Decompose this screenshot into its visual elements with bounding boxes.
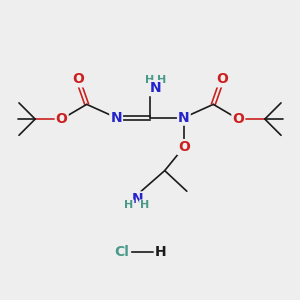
Text: O: O: [72, 72, 84, 86]
Text: H: H: [146, 75, 154, 85]
Text: N: N: [178, 111, 190, 124]
Text: H: H: [157, 75, 166, 85]
Text: O: O: [178, 140, 190, 154]
Text: Cl: Cl: [115, 244, 130, 259]
Text: O: O: [56, 112, 68, 126]
Text: O: O: [216, 72, 228, 86]
Text: H: H: [140, 200, 149, 210]
Text: O: O: [232, 112, 244, 126]
Text: N: N: [110, 111, 122, 124]
Text: N: N: [150, 81, 161, 95]
Text: N: N: [132, 193, 143, 206]
Text: H: H: [154, 244, 166, 259]
Text: H: H: [124, 200, 134, 210]
